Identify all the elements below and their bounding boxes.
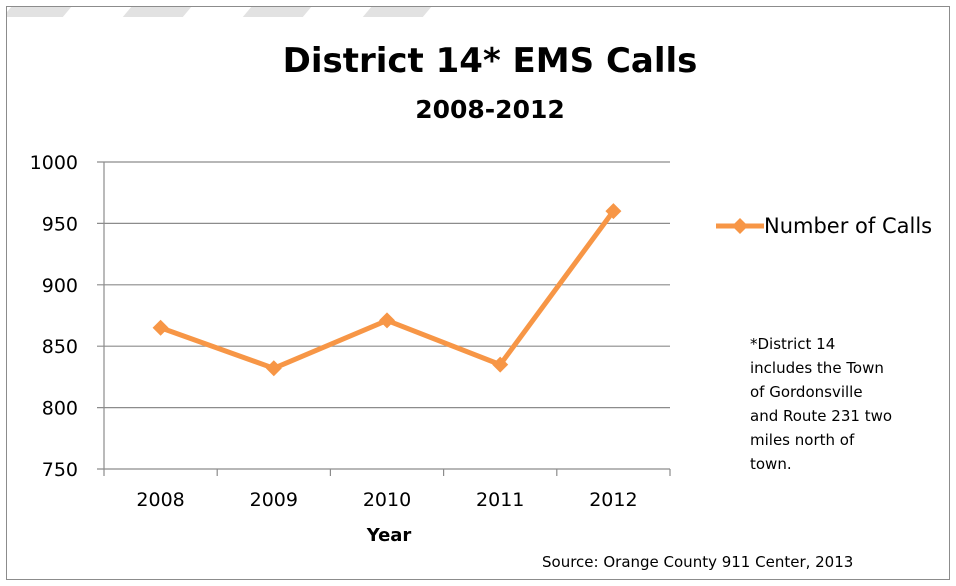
y-axis-ticks: 750 800 850 900 950 1000 [30,152,78,481]
footnote-line: town. [750,455,792,473]
y-tick-label: 950 [42,213,78,235]
legend: Number of Calls [716,214,932,238]
y-tick-label: 750 [42,459,78,481]
legend-marker [732,218,748,234]
x-axis-ticks: 2008 2009 2010 2011 2012 [136,489,637,511]
data-point-marker [605,203,622,220]
data-point-marker [152,319,169,336]
legend-label: Number of Calls [764,214,932,238]
footnote-line: includes the Town [750,359,884,377]
x-tick-label: 2010 [363,489,411,511]
data-point-marker [379,312,395,329]
series-number-of-calls [152,203,622,377]
data-point-marker [265,360,282,377]
series-line [159,209,616,371]
footnote-line: of Gordonsville [750,383,863,401]
x-tick-label: 2008 [136,489,184,511]
data-point-marker [492,356,509,373]
x-axis [103,162,671,476]
x-tick-label: 2009 [250,489,298,511]
footnote-line: miles north of [750,431,855,449]
y-tick-label: 900 [42,275,78,297]
x-tick-label: 2011 [476,489,524,511]
source-note: Source: Orange County 911 Center, 2013 [542,553,853,571]
x-axis-label: Year [366,525,412,546]
gridlines [97,161,670,470]
chart-title: District 14* EMS Calls [283,41,698,81]
chart-subtitle: 2008-2012 [415,95,565,124]
chart-frame [6,6,950,580]
y-tick-label: 1000 [30,152,78,174]
y-tick-label: 800 [42,398,78,420]
y-tick-label: 850 [42,336,78,358]
x-tick-label: 2012 [589,489,637,511]
footnote: *District 14 includes the Town of Gordon… [750,335,897,473]
footnote-line: and Route 231 two [750,407,892,425]
footnote-line: *District 14 [750,335,835,353]
